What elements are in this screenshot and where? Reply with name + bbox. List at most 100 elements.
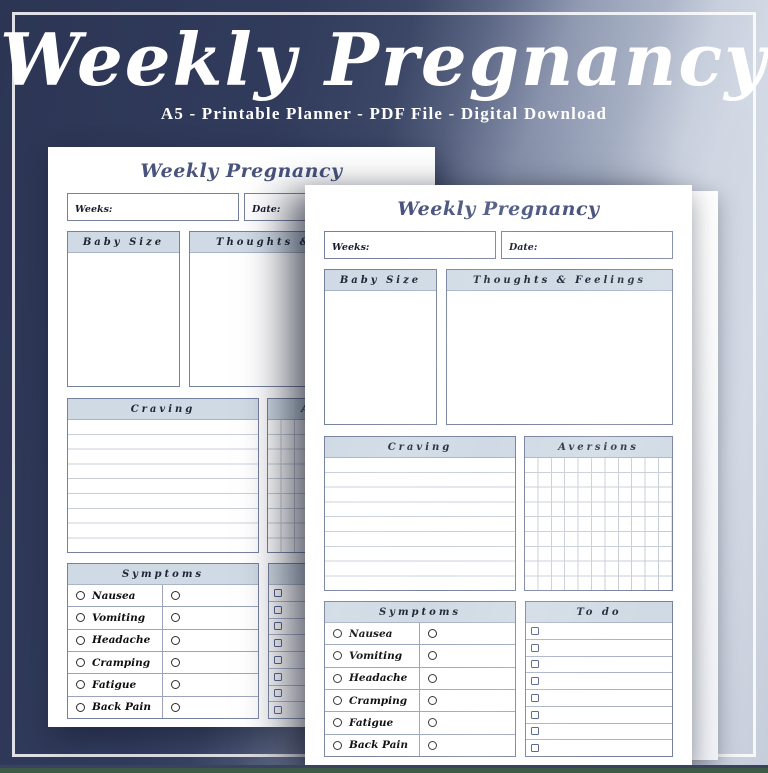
- radio-circle-icon: [333, 718, 342, 728]
- checkbox-icon: [274, 689, 282, 698]
- checkbox-icon: [274, 672, 282, 681]
- radio-circle-icon: [428, 740, 437, 750]
- radio-circle-icon: [76, 635, 85, 645]
- baby-size-box: Baby Size: [67, 231, 180, 387]
- radio-circle-icon: [428, 673, 437, 683]
- symptoms-box: Symptoms Nausea Vomiting: [67, 563, 259, 719]
- todo-row: [526, 655, 672, 673]
- planner-page-title: Weekly Pregnancy: [397, 198, 600, 220]
- checkbox-icon: [531, 693, 539, 702]
- symptom-row: Back Pain: [68, 695, 258, 718]
- checkbox-icon: [274, 588, 282, 597]
- fields-row: Weeks: Date:: [324, 231, 673, 259]
- row-craving-aversions: Craving Aversions: [324, 436, 673, 591]
- symptom-row: Headache: [325, 666, 515, 689]
- symptom-row: Fatigue: [68, 673, 258, 696]
- symptom-note-cell: [420, 735, 515, 756]
- symptoms-header: Symptoms: [68, 564, 258, 585]
- craving-box: Craving: [67, 398, 259, 553]
- baby-size-header: Baby Size: [325, 270, 436, 291]
- planner-page-title: Weekly Pregnancy: [140, 160, 343, 182]
- date-field-label: Date:: [509, 241, 538, 253]
- radio-circle-icon: [333, 740, 342, 750]
- checkbox-icon: [531, 626, 539, 635]
- symptom-cell: Vomiting: [68, 607, 163, 629]
- symptom-note-cell: [163, 607, 258, 628]
- symptom-label: Headache: [349, 672, 408, 685]
- symptom-note-cell: [420, 712, 515, 733]
- symptom-cell: Headache: [325, 667, 420, 689]
- todo-row: [526, 722, 672, 740]
- symptom-cell: Back Pain: [325, 734, 420, 756]
- product-subtitle: A5 - Printable Planner - PDF File - Digi…: [160, 103, 608, 123]
- symptom-label: Back Pain: [349, 739, 409, 752]
- radio-circle-icon: [76, 702, 85, 712]
- radio-circle-icon: [333, 651, 342, 661]
- todo-row: [526, 689, 672, 706]
- todo-row: [526, 623, 672, 639]
- symptom-row: Back Pain: [325, 733, 515, 756]
- row-baby-thoughts: Baby Size Thoughts & Feelings: [324, 269, 673, 425]
- radio-circle-icon: [171, 658, 180, 668]
- symptom-label: Vomiting: [349, 649, 403, 662]
- symptom-label: Headache: [92, 634, 151, 647]
- symptom-cell: Fatigue: [325, 712, 420, 734]
- symptom-note-cell: [420, 668, 515, 689]
- date-field-label: Date:: [252, 203, 281, 215]
- craving-header: Craving: [68, 399, 258, 420]
- symptom-cell: Cramping: [68, 651, 163, 674]
- radio-circle-icon: [171, 613, 180, 623]
- symptom-label: Vomiting: [92, 611, 146, 624]
- symptoms-box: Symptoms Nausea Vomiting: [324, 601, 516, 757]
- thoughts-feelings-box: Thoughts & Feelings: [446, 269, 673, 425]
- checkbox-icon: [531, 643, 539, 652]
- radio-circle-icon: [428, 718, 437, 728]
- symptom-cell: Cramping: [325, 689, 420, 712]
- radio-circle-icon: [76, 613, 85, 623]
- checkbox-icon: [531, 660, 539, 669]
- symptom-note-cell: [163, 674, 258, 695]
- symptom-cell: Headache: [68, 629, 163, 651]
- baby-size-box: Baby Size: [324, 269, 437, 425]
- symptom-cell: Back Pain: [68, 696, 163, 718]
- radio-circle-icon: [428, 629, 437, 639]
- radio-circle-icon: [171, 702, 180, 712]
- symptom-note-cell: [420, 623, 515, 644]
- checkbox-icon: [274, 605, 282, 614]
- symptom-label: Fatigue: [349, 716, 394, 729]
- thoughts-feelings-body: [447, 291, 672, 424]
- date-field: Date:: [501, 231, 673, 259]
- row-symptoms-todo: Symptoms Nausea Vomiting: [324, 601, 673, 757]
- symptom-note-cell: [163, 697, 258, 718]
- symptom-row: Headache: [68, 628, 258, 651]
- symptom-row: Fatigue: [325, 711, 515, 734]
- symptom-row: Cramping: [68, 650, 258, 674]
- symptom-label: Back Pain: [92, 701, 152, 714]
- bottom-edge-bar: [0, 768, 768, 773]
- craving-ruled-lines: [325, 458, 515, 590]
- bottom-navy-line: [0, 765, 768, 768]
- checkbox-icon: [274, 655, 282, 664]
- radio-circle-icon: [171, 591, 180, 601]
- radio-circle-icon: [428, 651, 437, 661]
- radio-circle-icon: [76, 658, 85, 668]
- checkbox-icon: [531, 677, 539, 686]
- radio-circle-icon: [171, 635, 180, 645]
- symptom-note-cell: [420, 645, 515, 666]
- aversions-header: Aversions: [525, 437, 672, 458]
- symptom-note-cell: [163, 585, 258, 606]
- baby-size-header: Baby Size: [68, 232, 179, 253]
- todo-row: [526, 705, 672, 723]
- baby-size-body: [325, 291, 436, 424]
- checkbox-icon: [531, 744, 539, 753]
- symptom-label: Cramping: [349, 694, 408, 707]
- symptom-label: Fatigue: [92, 678, 137, 691]
- symptom-note-cell: [163, 630, 258, 651]
- craving-box: Craving: [324, 436, 516, 591]
- hero-banner: Weekly Pregnancy A5 - Printable Planner …: [0, 22, 768, 124]
- checkbox-icon: [274, 706, 282, 715]
- checkbox-icon: [274, 639, 282, 648]
- todo-row: [526, 638, 672, 656]
- baby-size-body: [68, 253, 179, 386]
